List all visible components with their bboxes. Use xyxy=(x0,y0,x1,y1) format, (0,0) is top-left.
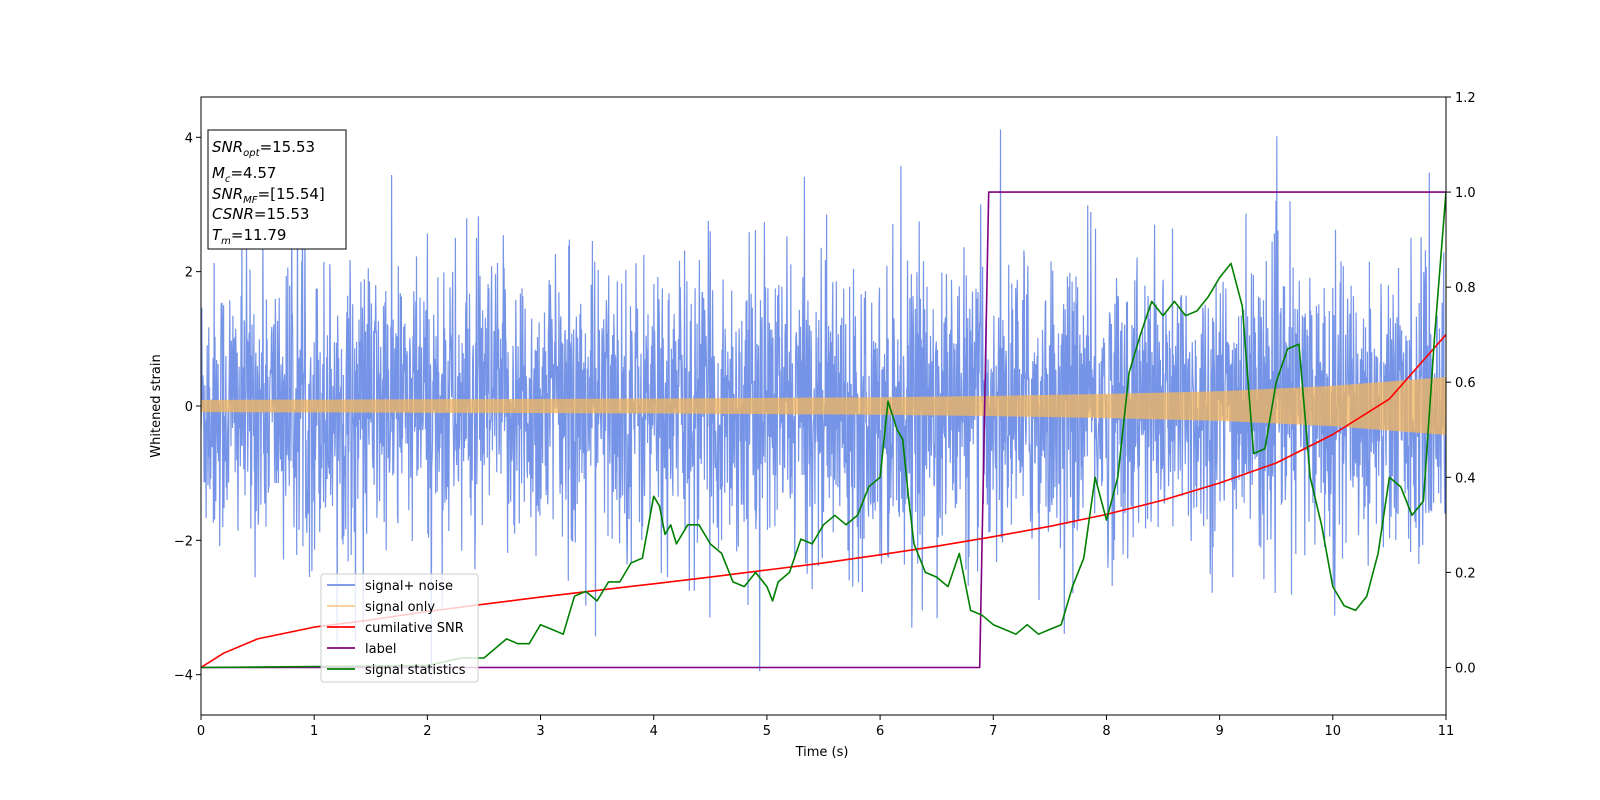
series-signal-only xyxy=(201,377,1446,435)
legend-item: signal statistics xyxy=(327,663,466,678)
y-tick-label-left: 0 xyxy=(185,400,193,415)
legend-item: signal+ noise xyxy=(327,579,453,594)
info-box: SNRopt=15.53 Mc=4.57 SNRMF=[15.54] CSNR=… xyxy=(207,129,347,250)
x-tick-label: 8 xyxy=(1102,724,1110,739)
legend-item: signal only xyxy=(327,600,435,615)
legend: signal+ noise signal only cumilative SNR la… xyxy=(320,573,479,683)
legend-label: signal statistics xyxy=(365,663,466,678)
x-tick-label: 0 xyxy=(197,724,205,739)
x-tick-label: 7 xyxy=(989,724,997,739)
legend-item: cumilative SNR xyxy=(327,621,464,636)
legend-item: label xyxy=(327,642,396,657)
legend-label: label xyxy=(365,642,396,657)
y-axis-left: −4 −2 0 2 4 xyxy=(174,131,201,684)
y-axis-right: 0.0 0.2 0.4 0.6 0.8 1.0 1.2 xyxy=(1446,91,1476,676)
y-tick-label-right: 0.8 xyxy=(1455,281,1476,296)
y-tick-label-right: 0.2 xyxy=(1455,566,1476,581)
y-axis-label: Whitened strain xyxy=(149,354,164,457)
y-tick-label-left: −4 xyxy=(174,669,193,684)
y-tick-label-left: −2 xyxy=(174,534,193,549)
x-axis: 0 1 2 3 4 5 6 7 8 9 10 11 xyxy=(197,715,1454,739)
x-tick-label: 5 xyxy=(763,724,771,739)
series-signal-noise xyxy=(201,129,1446,678)
x-tick-label: 2 xyxy=(423,724,431,739)
info-box-frame xyxy=(207,129,347,250)
series-label xyxy=(201,191,1446,669)
x-tick-label: 9 xyxy=(1215,724,1223,739)
x-tick-label: 6 xyxy=(876,724,884,739)
y-tick-label-right: 1.0 xyxy=(1455,186,1476,201)
info-tm: Tm=11.79 xyxy=(212,226,286,247)
legend-frame xyxy=(320,573,479,683)
y-tick-label-left: 2 xyxy=(185,266,193,281)
info-csnr: CSNR=15.53 xyxy=(212,205,309,223)
y-tick-label-right: 1.2 xyxy=(1455,91,1476,106)
y-tick-label-right: 0.0 xyxy=(1455,661,1476,676)
legend-label: signal+ noise xyxy=(365,579,453,594)
x-axis-label: Time (s) xyxy=(795,745,849,760)
x-tick-label: 1 xyxy=(310,724,318,739)
x-tick-label: 11 xyxy=(1438,724,1455,739)
x-tick-label: 3 xyxy=(536,724,544,739)
info-snr-opt: SNRopt=15.53 xyxy=(212,138,315,159)
legend-label: cumilative SNR xyxy=(365,621,464,636)
y-tick-label-left: 4 xyxy=(185,131,193,146)
legend-label: signal only xyxy=(365,600,435,615)
x-tick-label: 10 xyxy=(1325,724,1342,739)
y-tick-label-right: 0.4 xyxy=(1455,471,1476,486)
info-snr-mf: SNRMF=[15.54] xyxy=(212,185,325,206)
info-mc: Mc=4.57 xyxy=(212,164,276,185)
series-signal-statistics xyxy=(201,192,1446,669)
x-tick-label: 4 xyxy=(650,724,658,739)
y-tick-label-right: 0.6 xyxy=(1455,376,1476,391)
